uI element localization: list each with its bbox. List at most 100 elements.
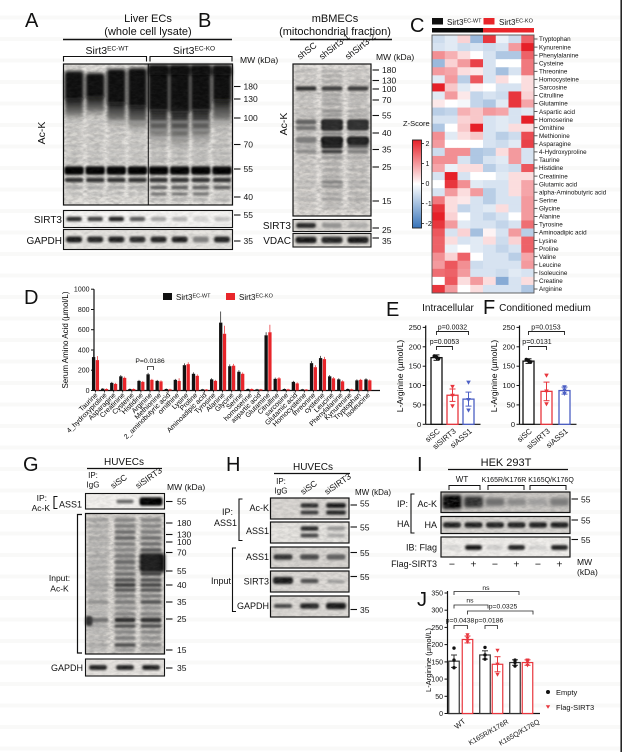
svg-text:GAPDH: GAPDH [237,601,269,611]
svg-text:Ac-K: Ac-K [278,113,290,136]
svg-text:1000: 1000 [74,287,90,294]
svg-text:Aminoadipic acid: Aminoadipic acid [539,230,587,237]
svg-text:200: 200 [409,342,422,351]
svg-text:Leucine: Leucine [539,262,562,269]
svg-text:35: 35 [360,605,370,615]
svg-text:(kDa): (kDa) [577,567,598,577]
svg-text:MW: MW [577,557,592,567]
svg-text:600: 600 [78,327,90,334]
svg-text:MW (kDa): MW (kDa) [376,52,414,62]
svg-text:MW (kDa): MW (kDa) [240,55,278,65]
svg-text:Taurine: Taurine [539,157,560,164]
svg-text:MW (kDa): MW (kDa) [167,482,205,492]
svg-text:−: − [449,559,455,571]
svg-text:Sirt3EC-KO: Sirt3EC-KO [499,18,534,27]
svg-text:Proline: Proline [539,246,559,253]
svg-text:Glutamic acid: Glutamic acid [539,181,578,188]
svg-text:55: 55 [360,572,370,582]
svg-text:HEK 293T: HEK 293T [481,457,532,469]
svg-text:Input:: Input: [49,573,70,583]
svg-text:Sirt3EC-WT: Sirt3EC-WT [447,18,482,27]
svg-text:Sirt3EC-WT: Sirt3EC-WT [176,293,211,302]
svg-text:F: F [483,297,495,319]
svg-text:Empty: Empty [556,688,578,697]
svg-text:Liver ECs: Liver ECs [124,13,172,25]
svg-text:35: 35 [244,236,254,246]
svg-text:40: 40 [244,192,254,202]
svg-text:55: 55 [360,499,370,509]
svg-text:IP:: IP: [222,507,233,517]
svg-text:35: 35 [382,145,392,155]
svg-text:VDAC: VDAC [263,236,291,247]
svg-text:Ornithine: Ornithine [539,125,565,132]
svg-text:180: 180 [244,82,258,92]
svg-text:35: 35 [177,663,187,673]
svg-text:Creatinine: Creatinine [539,173,568,180]
svg-text:−: − [535,559,541,571]
svg-text:Cysteine: Cysteine [539,60,564,67]
svg-text:MW (kDa): MW (kDa) [355,488,391,497]
svg-text:HUVECs: HUVECs [104,457,144,468]
svg-text:Ac-K: Ac-K [32,503,51,513]
svg-text:Flag-SIRT3: Flag-SIRT3 [556,703,594,712]
svg-text:Ac-K: Ac-K [50,584,69,594]
svg-text:(whole cell lysate): (whole cell lysate) [104,26,191,38]
svg-text:Kynurenine: Kynurenine [539,44,571,51]
svg-text:IP:: IP: [37,493,47,503]
svg-text:HA: HA [397,519,410,529]
svg-text:50: 50 [413,400,421,409]
svg-text:ns: ns [482,585,490,592]
svg-text:ASS1: ASS1 [59,500,82,510]
svg-text:0: 0 [86,388,90,395]
svg-text:Ac-K: Ac-K [417,499,437,509]
svg-text:D: D [24,287,38,309]
svg-text:L-Arginine (µmol/L): L-Arginine (µmol/L) [489,340,499,413]
svg-text:Conditioned medium: Conditioned medium [499,303,591,314]
svg-text:A: A [25,10,39,32]
svg-text:50: 50 [435,694,443,701]
svg-text:100: 100 [409,381,422,390]
svg-text:GAPDH: GAPDH [26,236,62,247]
svg-text:25: 25 [382,225,392,235]
svg-text:IP:: IP: [397,499,408,509]
svg-text:HA: HA [424,520,437,530]
svg-text:Threonine: Threonine [539,69,568,76]
svg-text:I: I [417,454,423,476]
svg-text:0: 0 [426,181,430,188]
svg-text:15: 15 [382,196,392,206]
svg-text:100: 100 [502,381,515,390]
svg-text:35: 35 [382,236,392,246]
svg-text:C: C [410,15,424,37]
svg-text:55: 55 [581,495,591,505]
svg-text:alpha-Aminobutyric acid: alpha-Aminobutyric acid [539,189,607,196]
svg-text:ns: ns [466,598,474,605]
svg-text:70: 70 [382,95,392,105]
svg-text:Homocysteine: Homocysteine [539,77,579,84]
svg-text:200: 200 [502,342,515,351]
svg-text:p=0.0153: p=0.0153 [531,325,560,332]
svg-text:180: 180 [382,65,396,75]
svg-text:WT: WT [456,475,469,484]
svg-text:70: 70 [177,548,187,558]
svg-text:50: 50 [507,400,515,409]
svg-text:Input: Input [211,576,232,586]
svg-text:35: 35 [177,597,187,607]
svg-text:250: 250 [431,625,443,632]
svg-text:Creatine: Creatine [539,278,563,285]
svg-text:Sarcosine: Sarcosine [539,85,567,92]
svg-text:4-Hydroxyproline: 4-Hydroxyproline [539,149,587,156]
svg-text:200: 200 [78,368,90,375]
svg-text:(mitochondrial fraction): (mitochondrial fraction) [279,26,391,38]
svg-text:B: B [198,10,211,32]
svg-text:55: 55 [177,497,187,507]
svg-text:40: 40 [177,580,187,590]
svg-text:150: 150 [431,659,443,666]
svg-text:SIRT3: SIRT3 [263,221,292,232]
svg-text:p=0.0053: p=0.0053 [430,339,459,346]
svg-text:1: 1 [426,161,430,168]
svg-text:+: + [470,559,476,571]
svg-text:55: 55 [360,523,370,533]
svg-text:Ac-K: Ac-K [36,122,48,145]
svg-text:L-Arginine (µmol/L): L-Arginine (µmol/L) [424,628,433,692]
svg-text:200: 200 [431,642,443,649]
